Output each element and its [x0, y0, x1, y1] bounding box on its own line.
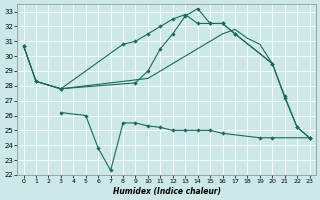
X-axis label: Humidex (Indice chaleur): Humidex (Indice chaleur)	[113, 187, 220, 196]
